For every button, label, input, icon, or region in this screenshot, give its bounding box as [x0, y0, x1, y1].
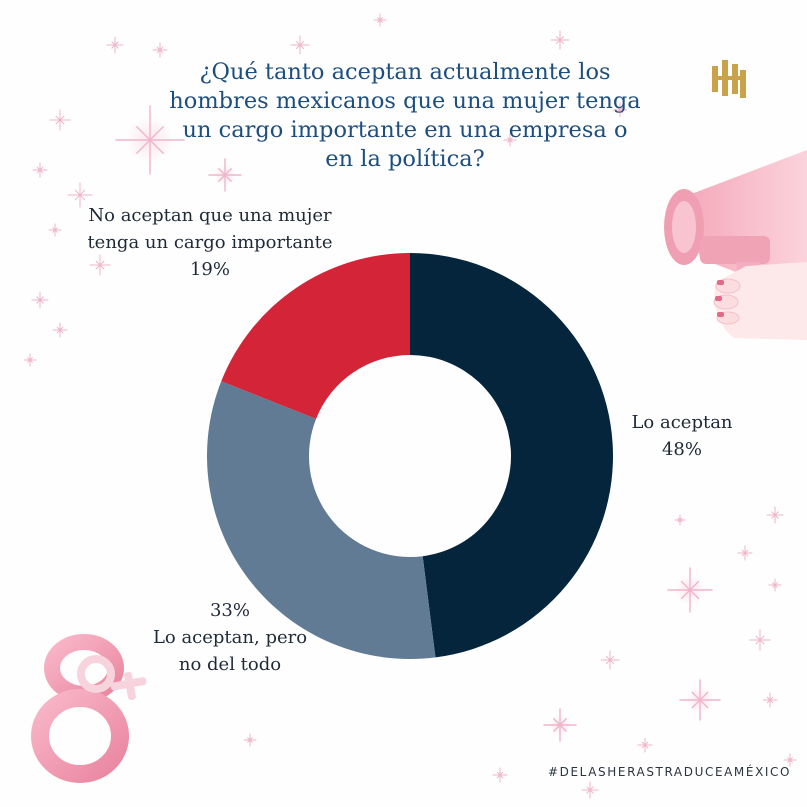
sparkle-icon	[115, 105, 185, 175]
title-line: hombres mexicanos que una mujer tenga	[169, 88, 641, 114]
sparkle-icon	[762, 692, 778, 708]
sparkle-icon	[67, 182, 93, 208]
sparkle-icon	[637, 737, 653, 753]
sparkle-icon	[581, 781, 599, 799]
title-line: un cargo importante en una empresa o	[182, 117, 628, 143]
sparkle-icon	[679, 679, 721, 721]
slice-label-accept: Lo aceptan 48%	[602, 409, 762, 463]
sparkle-icon	[52, 322, 68, 338]
slice-label-line: no del todo	[178, 654, 282, 675]
title-line: ¿Qué tanto aceptan actualmente los	[199, 59, 611, 85]
female-symbol-eight-icon	[31, 634, 147, 783]
sparkle-icon	[243, 733, 257, 747]
title-line: en la política?	[325, 146, 485, 172]
slice-label-partial: 33% Lo aceptan, pero no del todo	[100, 597, 360, 678]
slice-label-reject: No aceptan que una mujer tenga un cargo …	[20, 202, 400, 283]
sparkle-icon	[667, 567, 713, 613]
sparkle-icon	[550, 30, 570, 50]
sparkle-icon	[600, 650, 620, 670]
sparkle-icon	[89, 254, 111, 276]
sparkle-icon	[106, 36, 124, 54]
sparkle-icons	[23, 13, 797, 799]
sparkle-icon	[737, 545, 753, 561]
donut-slice-partial	[206, 381, 436, 659]
slice-value-label: 33%	[209, 600, 250, 621]
chart-title: ¿Qué tanto aceptan actualmente los hombr…	[120, 58, 690, 174]
sparkle-icon	[31, 291, 49, 309]
donut-slice-reject	[221, 253, 410, 419]
sparkle-icon	[373, 13, 387, 27]
slice-label-line: tenga un cargo importante	[87, 232, 333, 253]
hashtag: #DELASHERASTRADUCEAMÉXICO	[548, 765, 792, 779]
sparkle-icon	[503, 133, 517, 147]
sparkle-icon	[49, 109, 71, 131]
sparkle-icon	[23, 353, 37, 367]
slice-value-label: 19%	[189, 259, 230, 280]
sparkle-icon	[152, 42, 168, 58]
sparkle-icon	[543, 708, 577, 742]
sparkle-icon	[766, 506, 784, 524]
megaphone-icon	[664, 150, 807, 340]
sparkle-icon	[32, 162, 48, 178]
slice-label-line: No aceptan que una mujer	[88, 205, 332, 226]
sparkle-icon	[612, 102, 628, 118]
sparkle-icon	[290, 35, 310, 55]
slice-label-line: Lo aceptan, pero	[152, 627, 308, 648]
sparkle-icon	[208, 158, 242, 192]
slice-value-label: 48%	[661, 439, 702, 460]
sparkle-icon	[749, 629, 771, 651]
donut-slice-accept	[410, 253, 614, 658]
logo-icon	[712, 60, 746, 98]
sparkle-icon	[492, 767, 508, 783]
sparkle-icon	[48, 223, 62, 237]
sparkle-icon	[783, 753, 797, 767]
slice-label-line: Lo aceptan	[631, 412, 733, 433]
sparkle-icon	[674, 514, 686, 526]
sparkle-icon	[768, 578, 782, 592]
